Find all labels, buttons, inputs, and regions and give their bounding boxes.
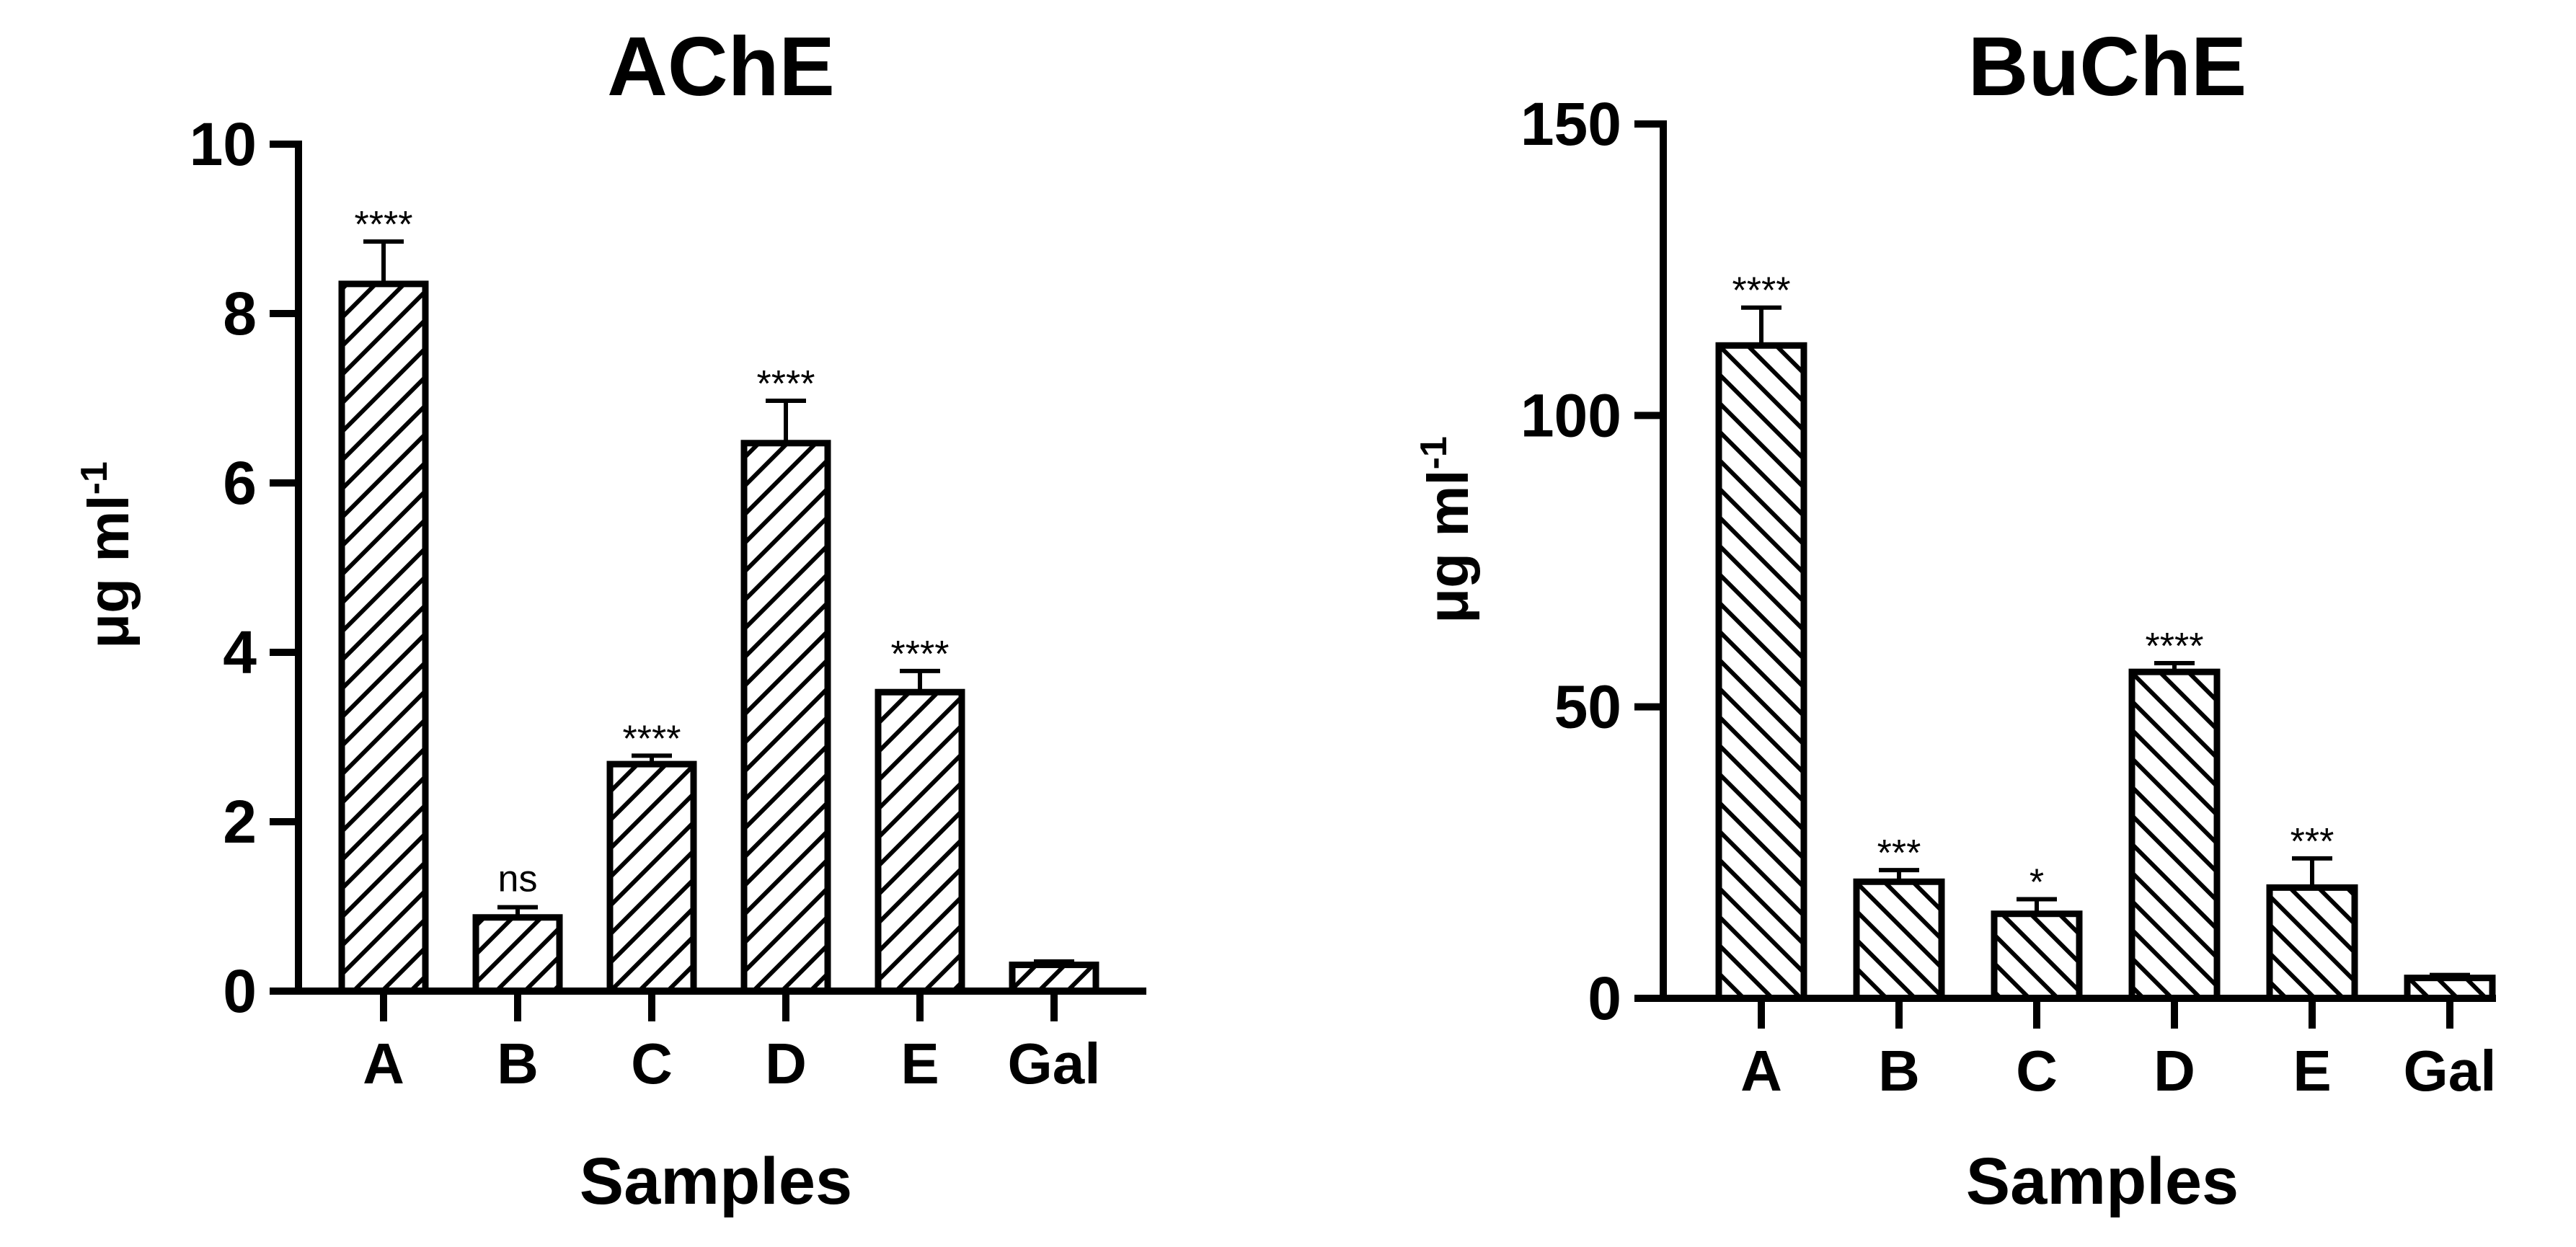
buche-y-axis: 0 50 100 150 — [1521, 90, 1667, 1032]
ache-bar-a — [338, 280, 429, 995]
ache-title: AChE — [607, 19, 835, 113]
ache-significance-label: **** — [623, 718, 681, 760]
buche-significance-label: *** — [2290, 821, 2334, 863]
buche-significance-label: **** — [2146, 626, 2204, 667]
ache-significance-label: ns — [498, 858, 538, 900]
ache-significance-label: **** — [891, 634, 950, 675]
ache-ytick-label: 0 — [223, 957, 257, 1025]
buche-bars: *************** — [1715, 270, 2496, 1002]
buche-x-axis: A B C D E Gal — [1660, 995, 2497, 1103]
ache-ylabel-superscript: -1 — [74, 461, 115, 494]
ache-significance-label: **** — [757, 363, 815, 405]
buche-ylabel: μg ml-1 — [1413, 436, 1480, 624]
buche-xtick-label: E — [2293, 1039, 2331, 1103]
buche-title: BuChE — [1968, 19, 2247, 113]
ache-bars: **** ns **** **** **** — [338, 204, 1099, 995]
ache-x-axis: A B C D E Gal — [295, 988, 1146, 1096]
buche-xtick-label: C — [2016, 1039, 2058, 1103]
ache-ytick-label: 6 — [223, 449, 257, 517]
ache-bar-gal — [1009, 962, 1099, 995]
buche-xlabel: Samples — [1966, 1145, 2239, 1218]
ache-bar-b — [472, 914, 563, 995]
buche-significance-label: * — [2030, 862, 2044, 904]
ache-ytick-label: 8 — [223, 280, 257, 347]
ache-bar-c — [606, 760, 697, 995]
buche-bar-b — [1853, 878, 1945, 1002]
buche-significance-label: *** — [1877, 833, 1921, 874]
ache-y-axis: 0 2 4 6 8 10 — [190, 110, 302, 1025]
ache-xtick-label: A — [363, 1031, 404, 1096]
buche-bar-c — [1991, 910, 2083, 1002]
buche-bar-d — [2128, 668, 2221, 1002]
buche-xtick-label: A — [1740, 1039, 1782, 1103]
buche-ytick-label: 150 — [1521, 90, 1621, 158]
buche-xtick-label: B — [1878, 1039, 1920, 1103]
buche-ylabel-superscript: -1 — [1413, 436, 1455, 469]
ache-xtick-label: E — [900, 1031, 939, 1096]
buche-significance-label: **** — [1732, 270, 1791, 312]
buche-bar-e — [2266, 884, 2358, 1002]
ache-bar-e — [875, 688, 965, 995]
ache-ytick-label: 10 — [190, 110, 257, 178]
ache-ylabel: μg ml-1 — [74, 461, 141, 649]
ache-ytick-label: 4 — [223, 618, 257, 686]
ache-ytick-label: 2 — [223, 788, 257, 856]
buche-xtick-label: D — [2154, 1039, 2195, 1103]
buche-xtick-label: Gal — [2404, 1039, 2497, 1103]
ache-ylabel-main: μg ml — [76, 494, 141, 648]
ache-significance-label: **** — [355, 204, 413, 246]
buche-ytick-label: 50 — [1554, 673, 1621, 741]
ache-bar-d — [740, 440, 831, 995]
ache-xtick-label: Gal — [1008, 1031, 1101, 1096]
ache-xlabel: Samples — [580, 1145, 852, 1218]
buche-bar-a — [1715, 342, 1807, 1002]
ache-xtick-label: C — [631, 1031, 673, 1096]
buche-ylabel-main: μg ml — [1416, 469, 1480, 623]
ache-xtick-label: B — [497, 1031, 539, 1096]
buche-ytick-label: 0 — [1588, 964, 1621, 1032]
buche-ytick-label: 100 — [1521, 381, 1621, 449]
ache-xtick-label: D — [765, 1031, 807, 1096]
